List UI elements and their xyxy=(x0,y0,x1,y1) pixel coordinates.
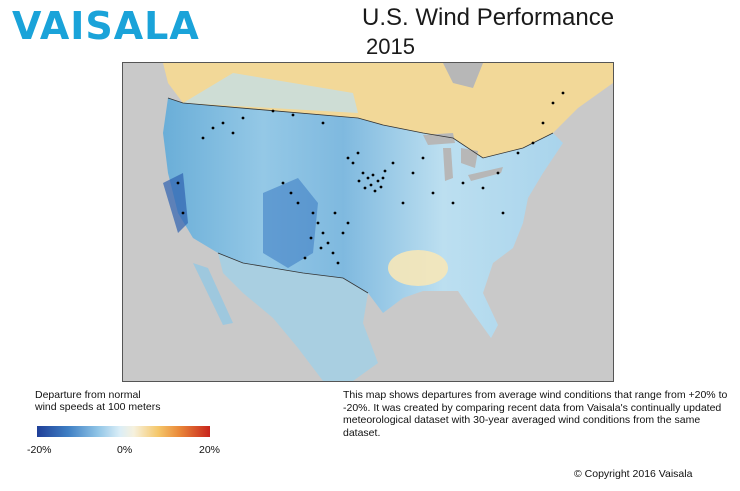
legend-tick-min: -20% xyxy=(27,444,52,456)
lake-huron xyxy=(461,148,478,168)
legend-tick-max: 20% xyxy=(199,444,221,456)
us-mexico-border xyxy=(217,252,369,294)
wind-anomaly-map xyxy=(122,62,614,382)
map-svg xyxy=(123,63,613,381)
legend-title: Departure from normal wind speeds at 100… xyxy=(35,389,235,413)
gulf-warm-anomaly xyxy=(388,250,448,286)
lake-erie xyxy=(468,167,503,181)
legend-title-line-2: wind speeds at 100 meters xyxy=(35,401,161,413)
legend-tick-mid: 0% xyxy=(117,444,133,456)
map-description: This map shows departures from average w… xyxy=(343,389,728,439)
legend-colorbar xyxy=(37,426,210,437)
rocky-mountain-anomaly xyxy=(263,178,318,268)
copyright-notice: © Copyright 2016 Vaisala xyxy=(574,468,693,480)
lake-michigan xyxy=(443,148,453,181)
baja-california xyxy=(193,263,233,325)
wind-farm-dots xyxy=(176,91,565,265)
map-title: U.S. Wind Performance xyxy=(362,4,615,31)
canada-us-border xyxy=(167,97,554,159)
southern-canada-band xyxy=(183,73,358,113)
mexico-region xyxy=(218,253,378,381)
lake-superior xyxy=(423,133,455,145)
pacific-coast-anomaly xyxy=(163,173,188,233)
hudson-bay xyxy=(443,63,483,88)
vaisala-logo: VAISALA xyxy=(12,4,200,48)
map-subtitle: 2015 xyxy=(366,34,415,59)
legend-title-line-1: Departure from normal xyxy=(35,389,141,401)
